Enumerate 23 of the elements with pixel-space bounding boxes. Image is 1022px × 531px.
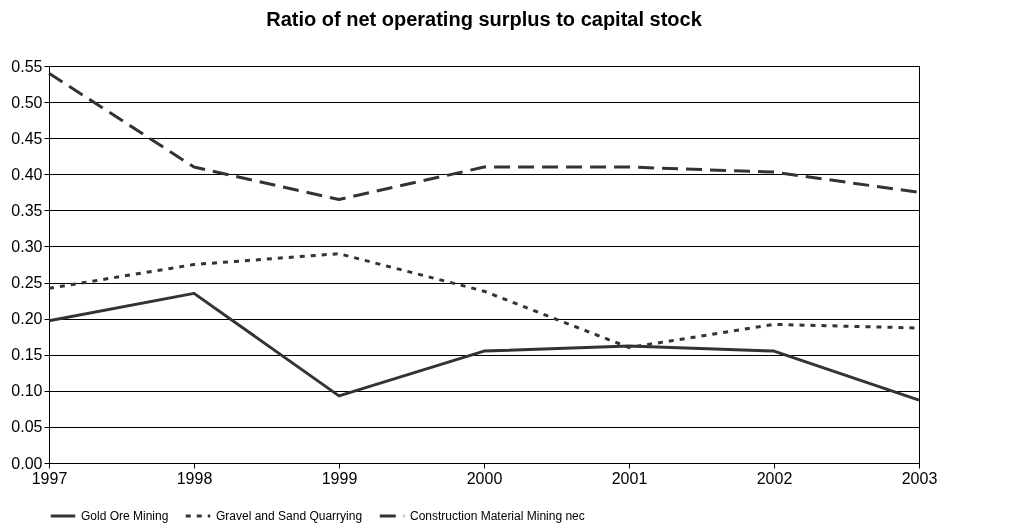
y-tick-label: 0.20 <box>11 310 43 328</box>
y-tick-label: 0.15 <box>11 346 43 364</box>
y-tick-label: 0.00 <box>11 454 43 472</box>
legend-label: Gravel and Sand Quarrying <box>216 509 363 523</box>
legend-label: Gold Ore Mining <box>81 509 169 523</box>
y-tick-label: 0.50 <box>11 93 43 111</box>
y-tick-label: 0.40 <box>11 165 43 183</box>
x-tick-label: 2003 <box>901 469 938 487</box>
x-tick-label: 2000 <box>466 469 503 487</box>
y-tick-label: 0.55 <box>11 57 43 75</box>
y-tick-label: 0.05 <box>11 418 43 436</box>
chart-title: Ratio of net operating surplus to capital stock <box>266 8 703 30</box>
y-tick-label: 0.35 <box>11 201 43 219</box>
x-tick-label: 1999 <box>321 469 358 487</box>
y-tick-label: 0.25 <box>11 274 43 292</box>
y-tick-label: 0.45 <box>11 129 43 147</box>
y-tick-label: 0.30 <box>11 237 43 255</box>
x-tick-label: 2002 <box>756 469 793 487</box>
x-tick-label: 2001 <box>611 469 648 487</box>
x-tick-label: 1998 <box>176 469 213 487</box>
legend-label: Construction Material Mining nec <box>410 509 585 523</box>
y-tick-label: 0.10 <box>11 382 43 400</box>
x-tick-label: 1997 <box>31 469 68 487</box>
